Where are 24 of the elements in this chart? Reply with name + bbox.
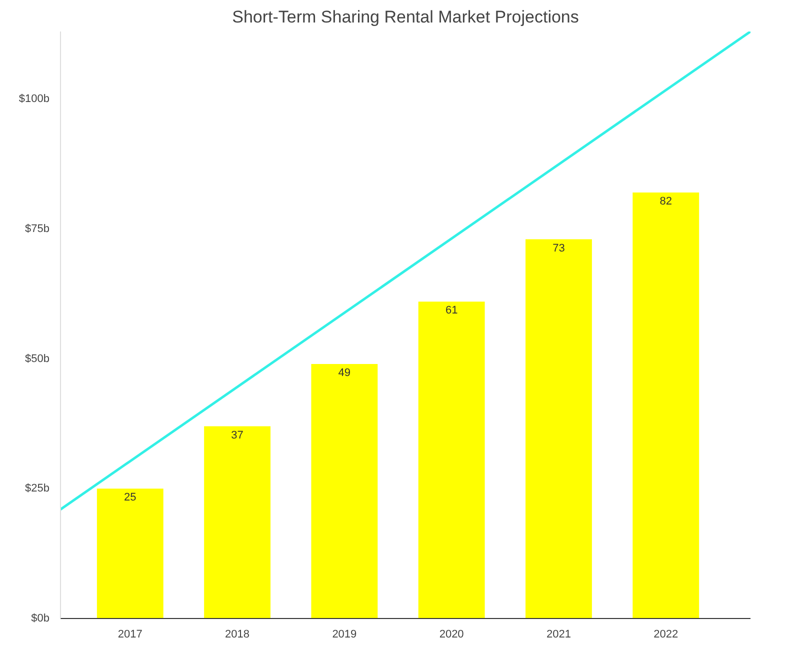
bar: [632, 192, 700, 618]
x-tick-label: 2018: [225, 628, 250, 640]
bar: [311, 364, 378, 618]
y-tick-label: $75b: [25, 222, 50, 235]
x-tick-label: 2019: [332, 628, 357, 640]
bar: [418, 302, 485, 618]
data-label: 37: [231, 429, 244, 442]
data-label: 25: [124, 492, 136, 504]
x-tick-label: 2022: [654, 628, 678, 640]
bar: [204, 426, 270, 618]
chart-title: Short-Term Sharing Rental Market Projections: [232, 8, 579, 26]
data-label: 61: [445, 304, 458, 317]
bar: [526, 239, 592, 618]
bar: [96, 488, 164, 618]
x-tick-label: 2021: [546, 628, 571, 640]
y-tick-label: $50b: [25, 352, 50, 365]
data-label: 73: [552, 242, 565, 254]
data-label: 82: [660, 196, 672, 208]
y-tick-label: $0b: [31, 612, 50, 624]
y-tick-label: $100b: [18, 93, 50, 106]
x-tick-label: 2020: [439, 628, 464, 640]
data-label: 49: [338, 366, 351, 379]
y-tick-label: $25b: [25, 482, 50, 495]
x-tick-label: 2017: [118, 628, 142, 640]
